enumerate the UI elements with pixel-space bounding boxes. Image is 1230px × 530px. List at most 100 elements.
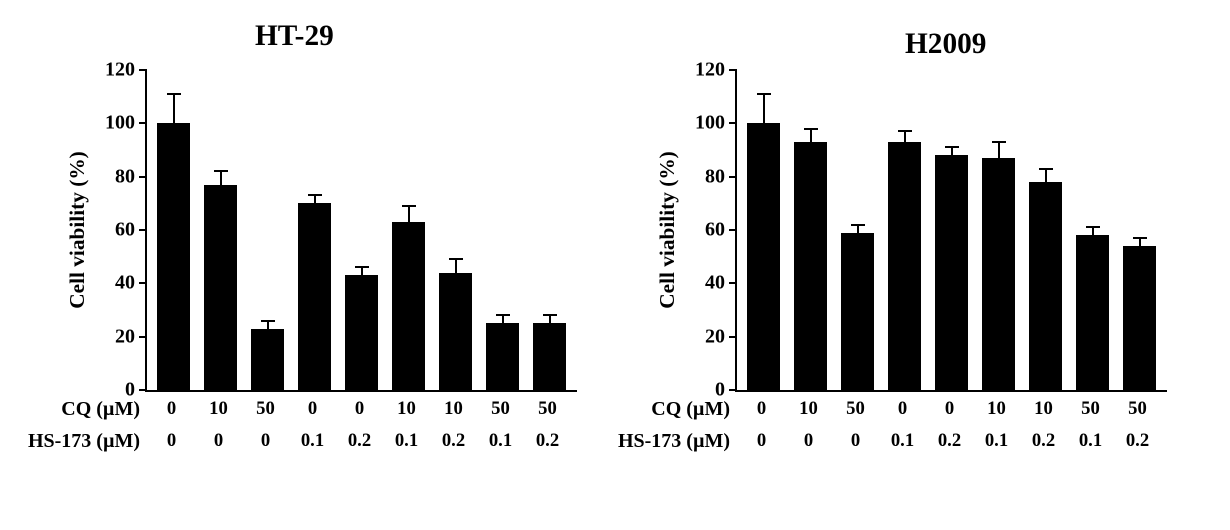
- error-cap: [1039, 168, 1053, 170]
- y-tick: [139, 176, 147, 178]
- y-tick: [139, 229, 147, 231]
- bar: [204, 185, 237, 390]
- bar: [1029, 182, 1062, 390]
- y-tick: [729, 176, 737, 178]
- bar: [251, 329, 284, 390]
- y-tick-label: 60: [115, 219, 135, 242]
- error-cap: [402, 205, 416, 207]
- error-cap: [543, 314, 557, 316]
- error-bar: [810, 129, 812, 142]
- panel-title: HT-29: [255, 20, 334, 53]
- y-tick: [139, 69, 147, 71]
- y-axis-label: Cell viability (%): [65, 151, 90, 309]
- condition-cell: 0.1: [891, 430, 914, 452]
- condition-cell: 10: [444, 398, 463, 420]
- error-cap: [261, 320, 275, 322]
- condition-cell: 50: [538, 398, 557, 420]
- error-bar: [314, 195, 316, 203]
- bar: [1076, 235, 1109, 390]
- bar: [982, 158, 1015, 390]
- error-bar: [904, 131, 906, 142]
- error-bar: [220, 171, 222, 184]
- y-tick-label: 40: [705, 272, 725, 295]
- condition-cell: 10: [799, 398, 818, 420]
- error-bar: [951, 147, 953, 155]
- condition-cell: 10: [397, 398, 416, 420]
- bar: [888, 142, 921, 390]
- condition-cell: 0: [804, 430, 813, 452]
- bar: [439, 273, 472, 390]
- error-bar: [361, 267, 363, 275]
- error-bar: [1045, 169, 1047, 182]
- error-bar: [549, 315, 551, 323]
- condition-cell: 0: [757, 398, 766, 420]
- y-tick: [139, 389, 147, 391]
- y-tick-label: 120: [105, 59, 135, 82]
- error-bar: [267, 321, 269, 329]
- bar: [533, 323, 566, 390]
- error-cap: [992, 141, 1006, 143]
- y-tick: [729, 282, 737, 284]
- error-cap: [804, 128, 818, 130]
- bar: [1123, 246, 1156, 390]
- figure: HT-29020406080100120Cell viability (%)CQ…: [0, 0, 1230, 530]
- panel-ht29: HT-29020406080100120Cell viability (%)CQ…: [50, 0, 610, 530]
- error-cap: [1086, 226, 1100, 228]
- condition-cell: 10: [1034, 398, 1053, 420]
- condition-cell: 0: [757, 430, 766, 452]
- bar: [794, 142, 827, 390]
- plot-area: 020406080100120: [735, 70, 1167, 392]
- condition-cell: 50: [846, 398, 865, 420]
- y-tick: [729, 229, 737, 231]
- bar: [486, 323, 519, 390]
- condition-cell: 0.1: [985, 430, 1008, 452]
- error-cap: [214, 170, 228, 172]
- condition-cell: 0: [945, 398, 954, 420]
- error-cap: [898, 130, 912, 132]
- y-tick: [729, 336, 737, 338]
- y-tick-label: 100: [105, 112, 135, 135]
- error-cap: [757, 93, 771, 95]
- condition-cell: 0.1: [1079, 430, 1102, 452]
- condition-cell: 0.2: [1032, 430, 1055, 452]
- panel-h2009: H2009020406080100120Cell viability (%)CQ…: [640, 0, 1200, 530]
- condition-cell: 0.2: [1126, 430, 1149, 452]
- condition-cell: 0.1: [489, 430, 512, 452]
- condition-cell: 0: [167, 430, 176, 452]
- condition-cell: 0: [851, 430, 860, 452]
- error-bar: [173, 94, 175, 123]
- condition-cell: 0: [214, 430, 223, 452]
- condition-cell: 0.1: [301, 430, 324, 452]
- condition-cell: 0.1: [395, 430, 418, 452]
- error-bar: [857, 225, 859, 233]
- error-bar: [408, 206, 410, 222]
- error-bar: [1092, 227, 1094, 235]
- condition-cell: 50: [1128, 398, 1147, 420]
- condition-cell: 0: [355, 398, 364, 420]
- condition-cell: 0: [898, 398, 907, 420]
- panel-title: H2009: [905, 28, 986, 61]
- y-tick-label: 40: [115, 272, 135, 295]
- error-cap: [851, 224, 865, 226]
- y-tick: [139, 122, 147, 124]
- error-cap: [308, 194, 322, 196]
- y-tick-label: 80: [115, 165, 135, 188]
- bar: [392, 222, 425, 390]
- condition-cell: 0.2: [536, 430, 559, 452]
- bar: [345, 275, 378, 390]
- condition-row-label-cq: CQ (µM): [61, 398, 140, 421]
- y-tick: [729, 122, 737, 124]
- y-tick-label: 120: [695, 59, 725, 82]
- condition-cell: 0.2: [442, 430, 465, 452]
- y-tick-label: 80: [705, 165, 725, 188]
- error-bar: [998, 142, 1000, 158]
- y-tick-label: 60: [705, 219, 725, 242]
- y-tick: [139, 282, 147, 284]
- bar: [841, 233, 874, 390]
- condition-row-label-hs173: HS-173 (µM): [28, 430, 140, 453]
- condition-row-label-cq: CQ (µM): [651, 398, 730, 421]
- condition-row-label-hs173: HS-173 (µM): [618, 430, 730, 453]
- y-tick: [729, 69, 737, 71]
- y-tick-label: 20: [115, 325, 135, 348]
- y-tick: [729, 389, 737, 391]
